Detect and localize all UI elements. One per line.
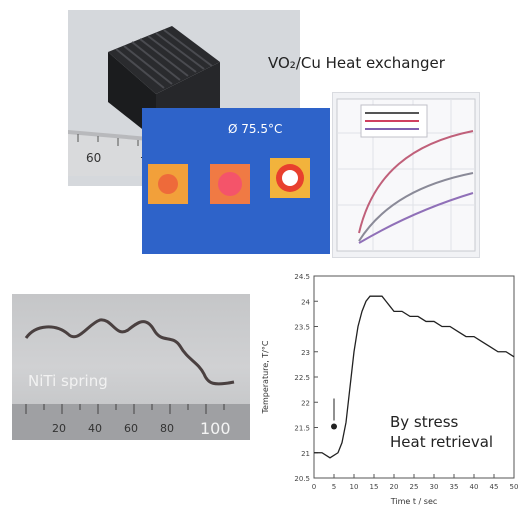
ir-hotspot-cell: [270, 158, 310, 198]
chart-x-tick-label: 20: [390, 483, 399, 491]
ruler-label: 60: [124, 422, 138, 435]
chart-x-tick-label: 5: [332, 483, 336, 491]
chart-y-tick-label: 24.5: [294, 273, 310, 281]
chart-plot-area: [313, 275, 515, 479]
ruler-label: 20: [52, 422, 66, 435]
ir-hotspot-cell: [148, 164, 188, 204]
chart-x-tick-label: 10: [350, 483, 359, 491]
ir-hotspot-cell: [210, 164, 250, 204]
chart-y-tick-label: 24: [301, 298, 310, 306]
chart-y-tick-label: 21: [301, 450, 310, 458]
chart-marker-dot: [331, 423, 337, 430]
heatsink-image: [108, 26, 220, 140]
chart-x-tick-label: 25: [410, 483, 419, 491]
chart-x-tick-label: 40: [470, 483, 479, 491]
chart-y-tick-label: 20.5: [294, 475, 310, 483]
infrared-thermography-image: Ø 75.5°C: [142, 108, 330, 254]
niti-spring-wire: [24, 318, 235, 386]
chart-x-tick-label: 45: [490, 483, 499, 491]
chart-y-tick-label: 22.5: [294, 374, 310, 382]
chart-x-tick-label: 0: [312, 483, 316, 491]
niti-spring-caption: NiTi spring: [28, 372, 108, 390]
ruler-label: 60: [86, 151, 101, 165]
ruler-label: 80: [160, 422, 174, 435]
chart-x-tick-label: 30: [430, 483, 439, 491]
chart-x-tick-label: 15: [370, 483, 379, 491]
chart-y-tick-label: 22: [301, 399, 310, 407]
heat-exchanger-caption: VO₂/Cu Heat exchanger: [268, 54, 445, 72]
temperature-chart: 20.5 21 21.5 22 22.5 23 23.5 24 24.5 0 5 10 15 20 25 3…: [261, 273, 519, 506]
chart-x-tick-label: 50: [510, 483, 519, 491]
chart-y-tick-label: 23: [301, 349, 310, 357]
chart-series-line: [314, 295, 515, 459]
stress-annotation-line2: Heat retrieval: [390, 433, 494, 451]
stress-annotation-line1: By stress: [390, 413, 459, 431]
chart-x-tick-label: 35: [450, 483, 459, 491]
ir-temperature-readout: Ø 75.5°C: [228, 122, 283, 136]
niti-spring-photo: NiTi spring 20 40 60 80 100: [12, 294, 250, 440]
chart-x-axis-label: Time t / sec: [390, 497, 438, 506]
ruler-label: 100: [200, 419, 231, 438]
chart-y-tick-label: 23.5: [294, 324, 310, 332]
stress-annotation: By stress Heat retrieval: [390, 412, 493, 452]
ruler-label: 40: [88, 422, 102, 435]
chart-y-axis-label: Temperature, T/°C: [261, 340, 270, 414]
screen-plot-image: [332, 92, 480, 258]
heat-exchanger-photo: 60 70 80: [68, 10, 300, 186]
chart-y-tick-label: 21.5: [294, 425, 310, 433]
niti-ruler: 20 40 60 80 100: [12, 404, 250, 440]
chart-stress-marker: [331, 398, 337, 430]
